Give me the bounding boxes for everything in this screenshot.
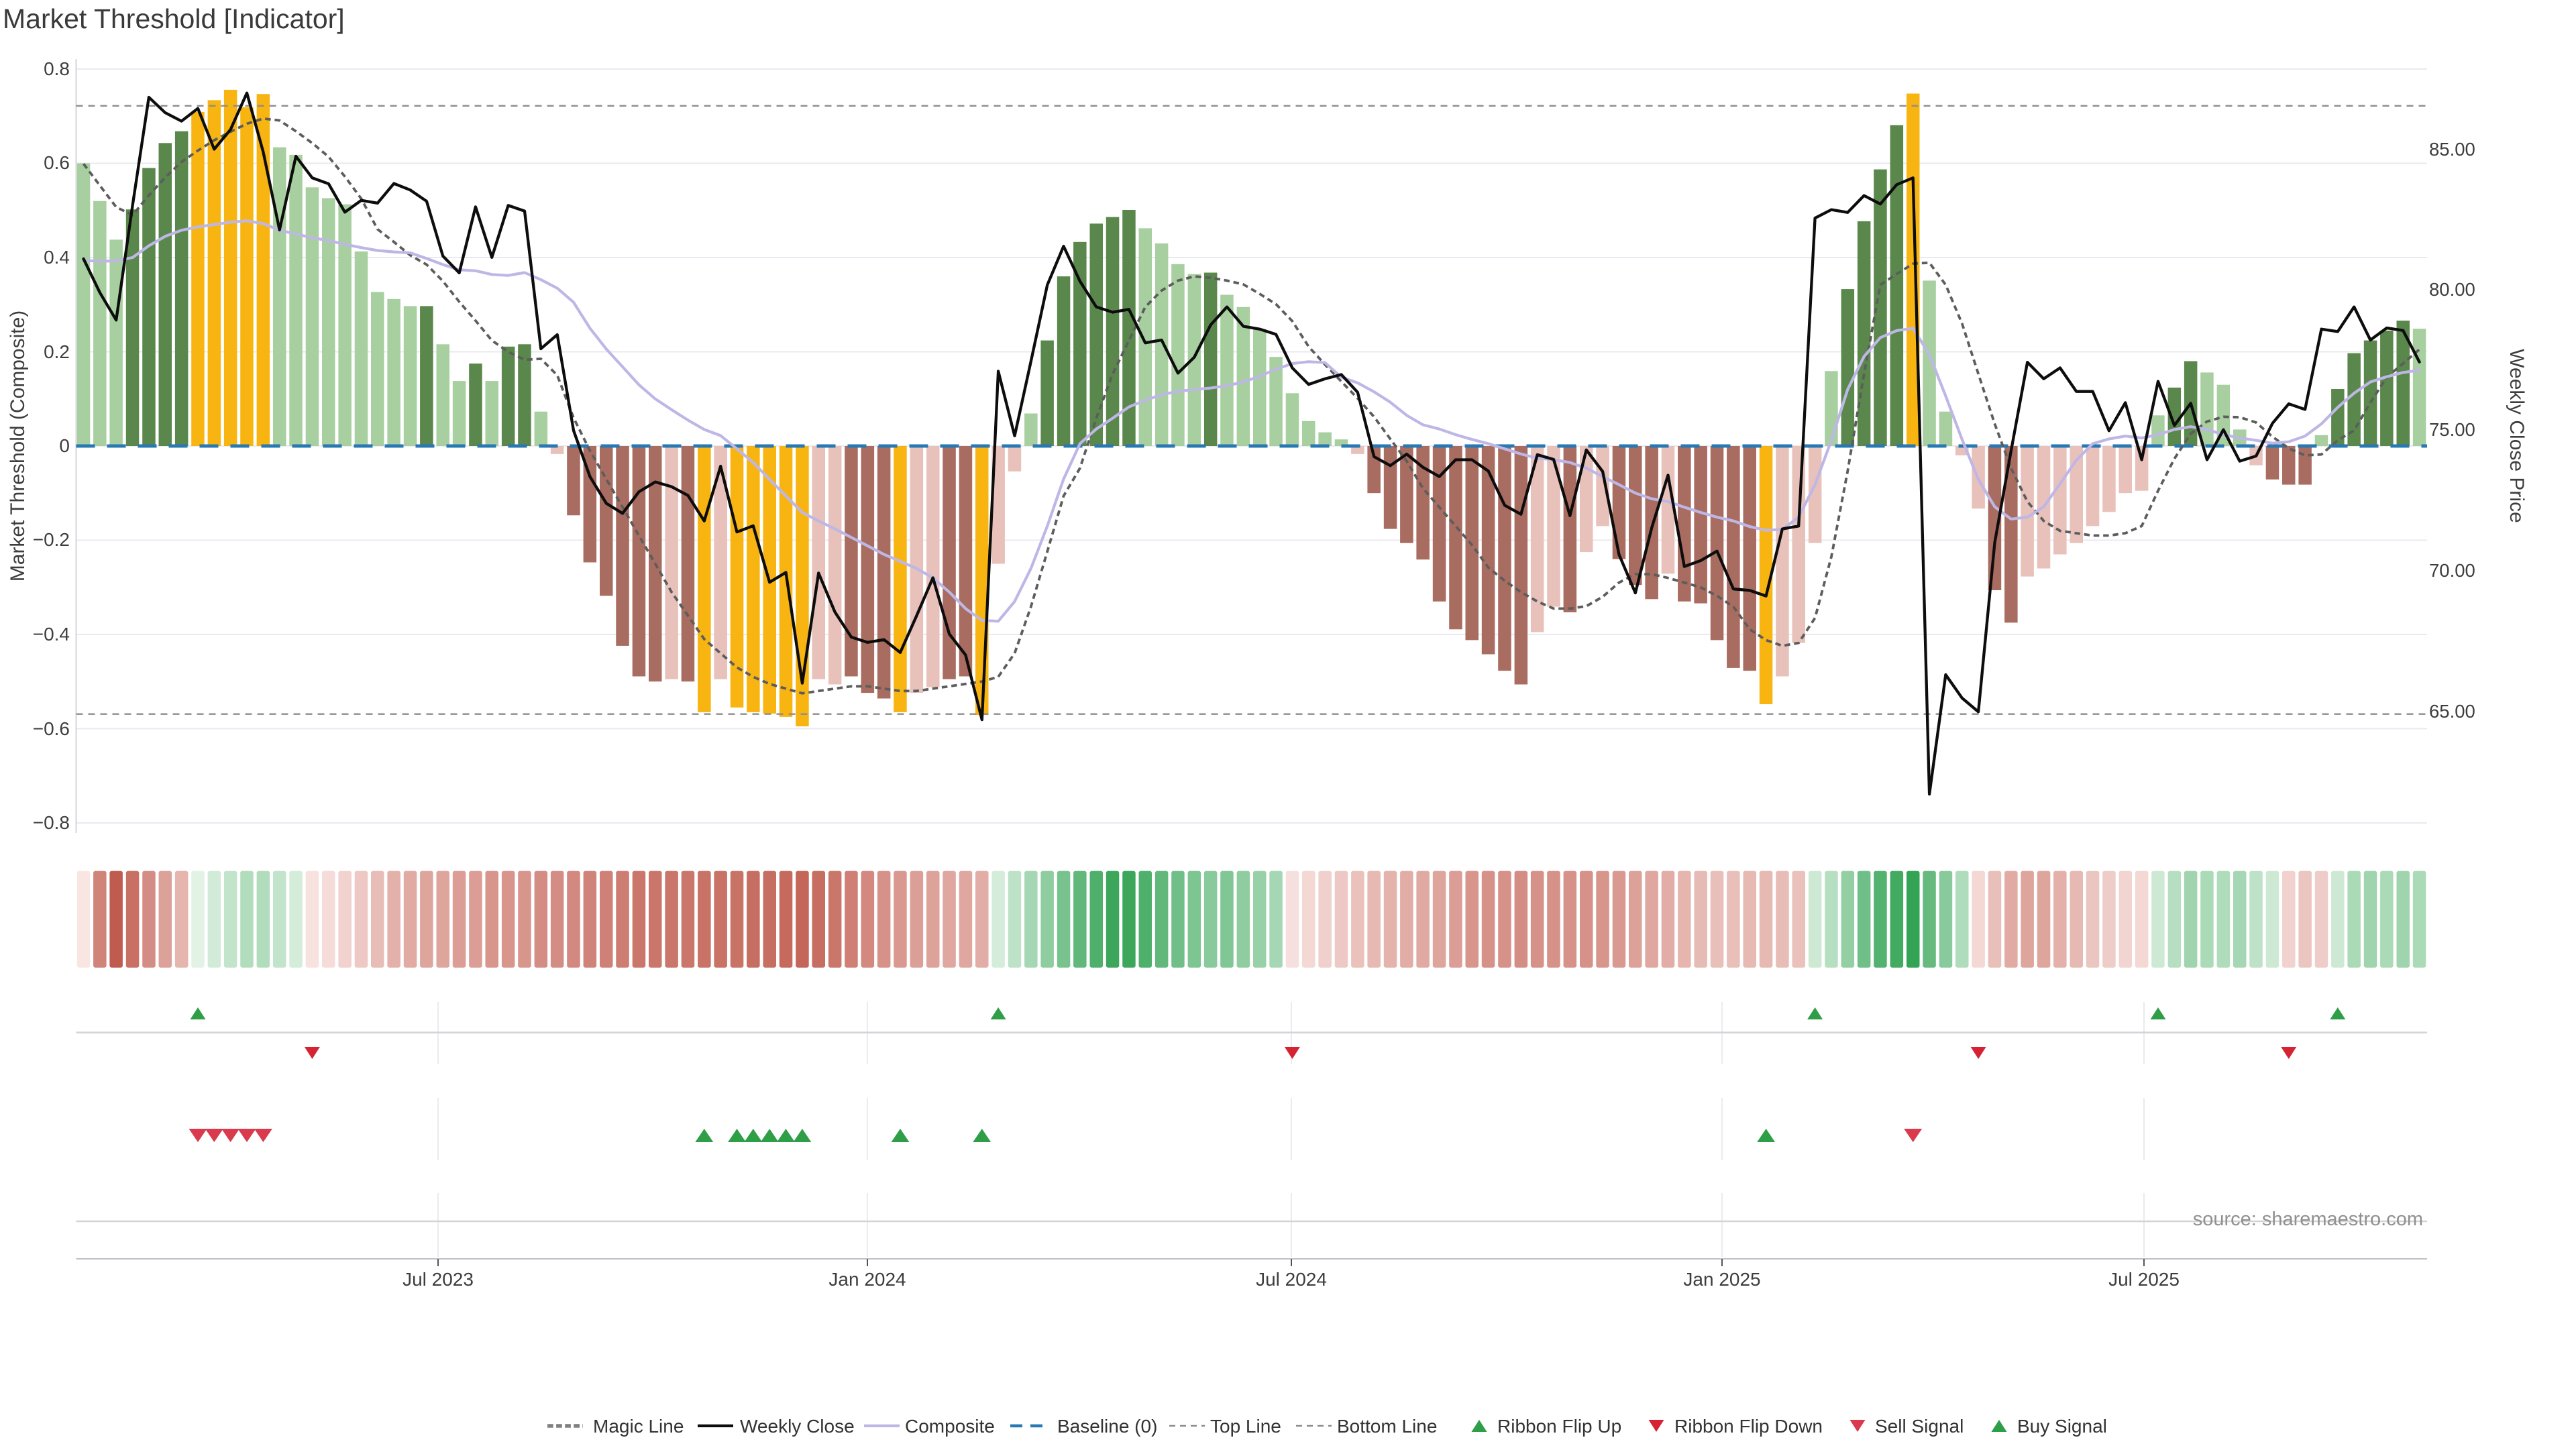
svg-text:Jan 2024: Jan 2024 xyxy=(828,1269,906,1290)
svg-text:Ribbon Flip Down: Ribbon Flip Down xyxy=(1674,1416,1823,1437)
svg-text:source: sharemaestro.com: source: sharemaestro.com xyxy=(2193,1209,2423,1230)
svg-text:Jul 2025: Jul 2025 xyxy=(2108,1269,2180,1290)
svg-text:−0.6: −0.6 xyxy=(33,718,70,739)
svg-text:Market Threshold [Indicator]: Market Threshold [Indicator] xyxy=(3,3,345,34)
svg-text:Jul 2024: Jul 2024 xyxy=(1256,1269,1327,1290)
svg-text:0: 0 xyxy=(59,435,70,456)
svg-text:0.4: 0.4 xyxy=(44,247,70,268)
svg-text:Buy Signal: Buy Signal xyxy=(2017,1416,2107,1437)
svg-text:70.00: 70.00 xyxy=(2429,560,2475,581)
svg-text:Baseline (0): Baseline (0) xyxy=(1057,1416,1157,1437)
svg-text:−0.8: −0.8 xyxy=(33,812,70,833)
svg-text:Jan 2025: Jan 2025 xyxy=(1683,1269,1760,1290)
svg-text:Market Threshold (Composite): Market Threshold (Composite) xyxy=(7,311,29,582)
svg-text:75.00: 75.00 xyxy=(2429,419,2475,440)
svg-text:Weekly Close Price: Weekly Close Price xyxy=(2506,349,2528,523)
svg-text:0.8: 0.8 xyxy=(44,58,70,79)
svg-text:Composite: Composite xyxy=(905,1416,995,1437)
svg-text:Jul 2023: Jul 2023 xyxy=(402,1269,474,1290)
svg-text:0.6: 0.6 xyxy=(44,152,70,173)
svg-text:Sell Signal: Sell Signal xyxy=(1875,1416,1964,1437)
svg-text:65.00: 65.00 xyxy=(2429,701,2475,722)
svg-text:Ribbon Flip Up: Ribbon Flip Up xyxy=(1497,1416,1621,1437)
svg-text:0.2: 0.2 xyxy=(44,341,70,362)
svg-text:−0.4: −0.4 xyxy=(33,624,70,645)
svg-text:Top Line: Top Line xyxy=(1210,1416,1281,1437)
svg-text:Bottom Line: Bottom Line xyxy=(1337,1416,1437,1437)
svg-text:Magic Line: Magic Line xyxy=(593,1416,684,1437)
svg-text:−0.2: −0.2 xyxy=(33,529,70,550)
svg-text:85.00: 85.00 xyxy=(2429,139,2475,160)
svg-text:80.00: 80.00 xyxy=(2429,279,2475,300)
svg-text:Weekly Close: Weekly Close xyxy=(740,1416,855,1437)
